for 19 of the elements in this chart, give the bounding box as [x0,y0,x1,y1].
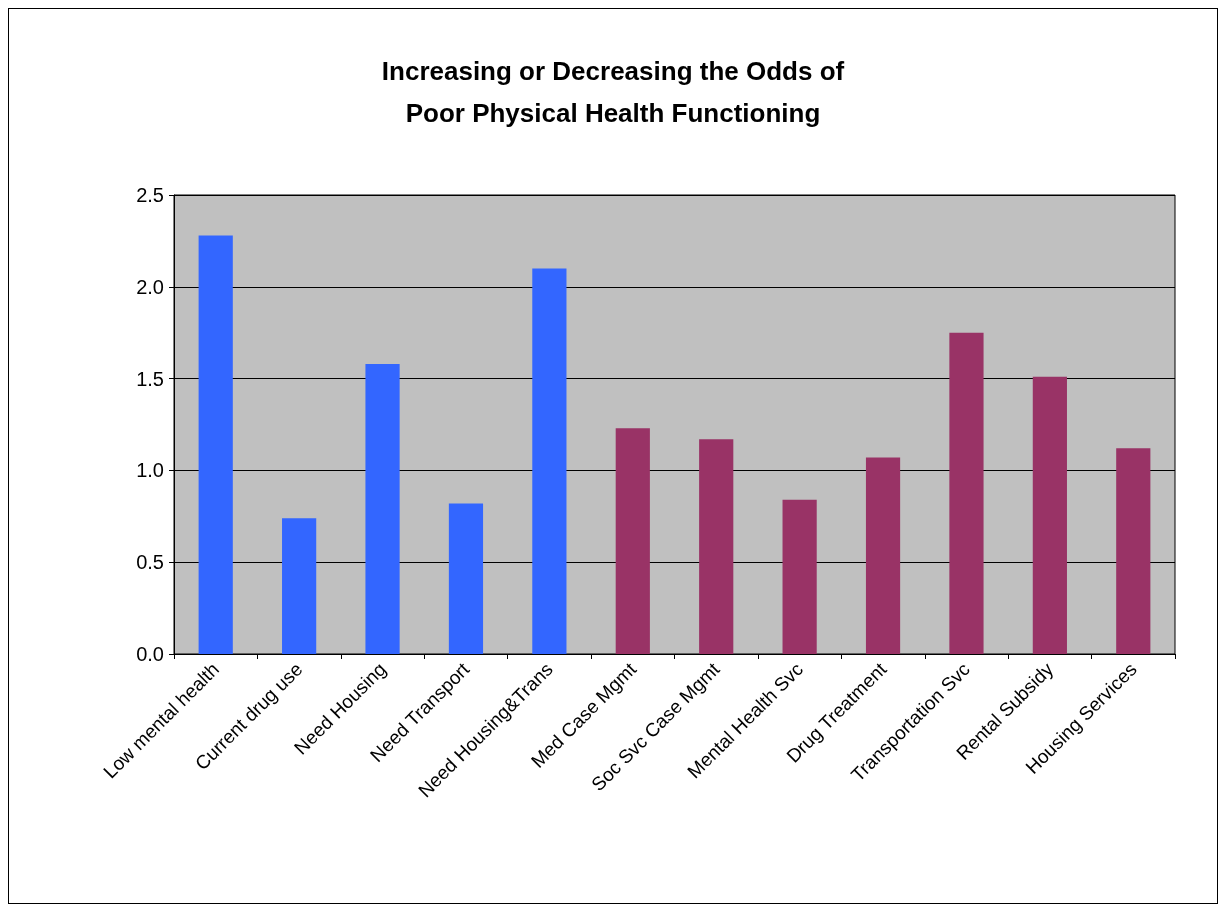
y-tick-label: 0.5 [136,551,164,574]
y-tick-label: 1.5 [136,367,164,390]
y-tick-label: 2.0 [136,275,164,298]
bar [782,499,817,654]
bar [699,439,734,654]
bar [865,457,901,654]
y-tick-label: 0.0 [136,643,164,665]
bar [282,518,317,654]
y-tick-label: 2.5 [136,184,164,206]
bar [365,363,400,654]
bar [1032,376,1067,654]
bar [532,268,567,654]
bar [448,503,484,654]
bar [198,235,233,654]
y-tick-label: 1.0 [136,459,164,482]
chart-title: Increasing or Decreasing the Odds of Poor Physical Health Functioning [381,56,845,128]
bar [615,428,650,654]
bar [949,332,984,654]
bar [1116,448,1151,654]
